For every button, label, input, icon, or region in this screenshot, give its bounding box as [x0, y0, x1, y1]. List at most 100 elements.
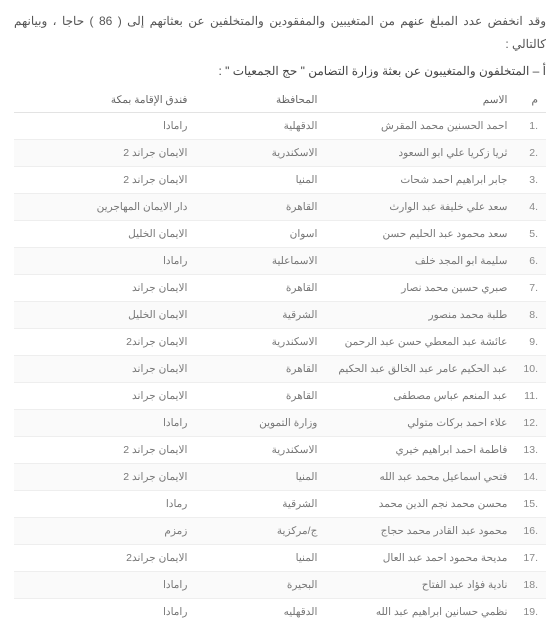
- cell-name: احمد الحسنين محمد المقرش: [325, 112, 515, 139]
- table-row: .15محسن محمد نجم الدين محمدالشرقيةرمادا: [14, 490, 546, 517]
- table-row: .7صبري حسين محمد نصارالقاهرةالايمان جران…: [14, 274, 546, 301]
- cell-num: .13: [515, 436, 546, 463]
- cell-gov: الاسماعلية: [195, 247, 325, 274]
- cell-name: علاء احمد بركات متولي: [325, 409, 515, 436]
- table-row: .19نظمي حسانين ابراهيم عبد اللهالدقهليهر…: [14, 598, 546, 625]
- cell-gov: الشرقية: [195, 490, 325, 517]
- table-row: .11عبد المنعم عباس مصطفىالقاهرةالايمان ج…: [14, 382, 546, 409]
- cell-gov: اسوان: [195, 220, 325, 247]
- cell-hotel: الايمان جراند 2: [14, 166, 195, 193]
- table-row: .18نادية فؤاد عبد الفتاحالبحيرةرامادا: [14, 571, 546, 598]
- cell-gov: وزارة التموين: [195, 409, 325, 436]
- cell-name: عبد الحكيم عامر عبد الخالق عبد الحكيم: [325, 355, 515, 382]
- cell-hotel: الايمان جراند: [14, 274, 195, 301]
- cell-name: فاطمة احمد ابراهيم خيري: [325, 436, 515, 463]
- cell-hotel: رمادا: [14, 490, 195, 517]
- col-header-gov: المحافظة: [195, 88, 325, 113]
- cell-name: صبري حسين محمد نصار: [325, 274, 515, 301]
- cell-hotel: الايمان جراند: [14, 355, 195, 382]
- cell-gov: الدقهليه: [195, 598, 325, 625]
- cell-name: سعد علي خليفة عبد الوارث: [325, 193, 515, 220]
- cell-name: عبد المنعم عباس مصطفى: [325, 382, 515, 409]
- cell-hotel: رامادا: [14, 571, 195, 598]
- cell-hotel: الايمان جراند2: [14, 544, 195, 571]
- cell-gov: ج/مركزية: [195, 517, 325, 544]
- cell-gov: الاسكندرية: [195, 328, 325, 355]
- table-row: .6سليمة ابو المجد خلفالاسماعليةرامادا: [14, 247, 546, 274]
- cell-num: .17: [515, 544, 546, 571]
- cell-gov: المنيا: [195, 463, 325, 490]
- cell-num: .5: [515, 220, 546, 247]
- cell-name: محسن محمد نجم الدين محمد: [325, 490, 515, 517]
- table-row: .8طلبة محمد منصورالشرقيةالايمان الخليل: [14, 301, 546, 328]
- table-row: .5سعد محمود عبد الحليم حسناسوانالايمان ا…: [14, 220, 546, 247]
- cell-hotel: الايمان الخليل: [14, 301, 195, 328]
- cell-hotel: رامادا: [14, 409, 195, 436]
- cell-num: .7: [515, 274, 546, 301]
- cell-name: ثريا زكريا علي ابو السعود: [325, 139, 515, 166]
- cell-hotel: زمزم: [14, 517, 195, 544]
- table-row: .3جابر ابراهيم احمد شحاتالمنياالايمان جر…: [14, 166, 546, 193]
- cell-num: .8: [515, 301, 546, 328]
- cell-name: نظمي حسانين ابراهيم عبد الله: [325, 598, 515, 625]
- cell-name: سعد محمود عبد الحليم حسن: [325, 220, 515, 247]
- cell-num: .10: [515, 355, 546, 382]
- cell-gov: الاسكندرية: [195, 436, 325, 463]
- cell-num: .19: [515, 598, 546, 625]
- cell-hotel: الايمان جراند 2: [14, 463, 195, 490]
- cell-num: .14: [515, 463, 546, 490]
- cell-num: .16: [515, 517, 546, 544]
- cell-hotel: الايمان جراند 2: [14, 139, 195, 166]
- cell-hotel: الايمان جراند 2: [14, 436, 195, 463]
- cell-hotel: رامادا: [14, 112, 195, 139]
- col-header-hotel: فندق الإقامة بمكة: [14, 88, 195, 113]
- cell-num: .2: [515, 139, 546, 166]
- cell-num: .9: [515, 328, 546, 355]
- cell-hotel: رامادا: [14, 247, 195, 274]
- cell-gov: القاهرة: [195, 382, 325, 409]
- cell-hotel: الايمان جراند: [14, 382, 195, 409]
- cell-name: محمود عبد القادر محمد حجاج: [325, 517, 515, 544]
- table-row: .13فاطمة احمد ابراهيم خيريالاسكندريةالاي…: [14, 436, 546, 463]
- cell-num: .11: [515, 382, 546, 409]
- pilgrims-table: م الاسم المحافظة فندق الإقامة بمكة .1احم…: [14, 88, 546, 625]
- cell-name: مديحة محمود احمد عبد العال: [325, 544, 515, 571]
- cell-gov: المنيا: [195, 166, 325, 193]
- cell-num: .6: [515, 247, 546, 274]
- cell-num: .12: [515, 409, 546, 436]
- table-row: .1احمد الحسنين محمد المقرشالدقهليةرامادا: [14, 112, 546, 139]
- cell-gov: القاهرة: [195, 193, 325, 220]
- cell-num: .1: [515, 112, 546, 139]
- table-row: .9عائشة عبد المعطي حسن عبد الرحمنالاسكند…: [14, 328, 546, 355]
- cell-name: فتحي اسماعيل محمد عبد الله: [325, 463, 515, 490]
- cell-name: سليمة ابو المجد خلف: [325, 247, 515, 274]
- cell-name: نادية فؤاد عبد الفتاح: [325, 571, 515, 598]
- cell-hotel: دار الايمان المهاجرين: [14, 193, 195, 220]
- cell-hotel: الايمان جراند2: [14, 328, 195, 355]
- cell-name: طلبة محمد منصور: [325, 301, 515, 328]
- intro-paragraph: وقد انخفض عدد المبلغ عنهم من المتغيبين و…: [14, 10, 546, 56]
- col-header-num: م: [515, 88, 546, 113]
- table-row: .4سعد علي خليفة عبد الوارثالقاهرةدار الا…: [14, 193, 546, 220]
- cell-hotel: رامادا: [14, 598, 195, 625]
- table-row: .12علاء احمد بركات متوليوزارة التموينرام…: [14, 409, 546, 436]
- cell-gov: الاسكندرية: [195, 139, 325, 166]
- cell-gov: البحيرة: [195, 571, 325, 598]
- cell-gov: المنيا: [195, 544, 325, 571]
- cell-gov: القاهرة: [195, 274, 325, 301]
- cell-gov: الدقهلية: [195, 112, 325, 139]
- cell-hotel: الايمان الخليل: [14, 220, 195, 247]
- table-header-row: م الاسم المحافظة فندق الإقامة بمكة: [14, 88, 546, 113]
- cell-num: .18: [515, 571, 546, 598]
- cell-num: .3: [515, 166, 546, 193]
- table-row: .10عبد الحكيم عامر عبد الخالق عبد الحكيم…: [14, 355, 546, 382]
- table-row: .16محمود عبد القادر محمد حجاجج/مركزيةزمز…: [14, 517, 546, 544]
- cell-name: عائشة عبد المعطي حسن عبد الرحمن: [325, 328, 515, 355]
- table-row: .17مديحة محمود احمد عبد العالالمنياالايم…: [14, 544, 546, 571]
- cell-num: .15: [515, 490, 546, 517]
- table-row: .14فتحي اسماعيل محمد عبد اللهالمنياالايم…: [14, 463, 546, 490]
- cell-name: جابر ابراهيم احمد شحات: [325, 166, 515, 193]
- cell-num: .4: [515, 193, 546, 220]
- cell-gov: القاهرة: [195, 355, 325, 382]
- col-header-name: الاسم: [325, 88, 515, 113]
